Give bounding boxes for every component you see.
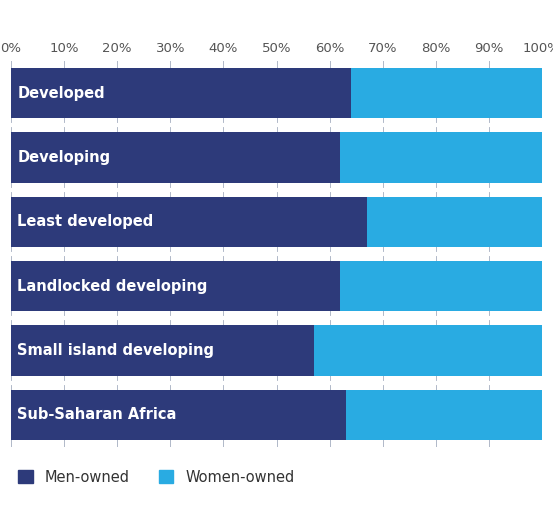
Text: Developing: Developing: [18, 150, 111, 165]
Text: Sub-Saharan Africa: Sub-Saharan Africa: [18, 407, 177, 422]
Bar: [367, 197, 542, 247]
Bar: [314, 326, 542, 375]
Legend: Men-owned, Women-owned: Men-owned, Women-owned: [18, 470, 294, 485]
Bar: [11, 68, 351, 118]
Bar: [351, 68, 542, 118]
Bar: [11, 390, 346, 440]
Bar: [11, 261, 340, 311]
Text: Landlocked developing: Landlocked developing: [18, 279, 208, 294]
Bar: [11, 326, 314, 375]
Text: Small island developing: Small island developing: [18, 343, 215, 358]
Text: Least developed: Least developed: [18, 214, 154, 229]
Bar: [340, 261, 542, 311]
Text: Developed: Developed: [18, 86, 105, 101]
Bar: [11, 197, 367, 247]
Bar: [11, 133, 340, 182]
Bar: [346, 390, 542, 440]
Bar: [340, 133, 542, 182]
